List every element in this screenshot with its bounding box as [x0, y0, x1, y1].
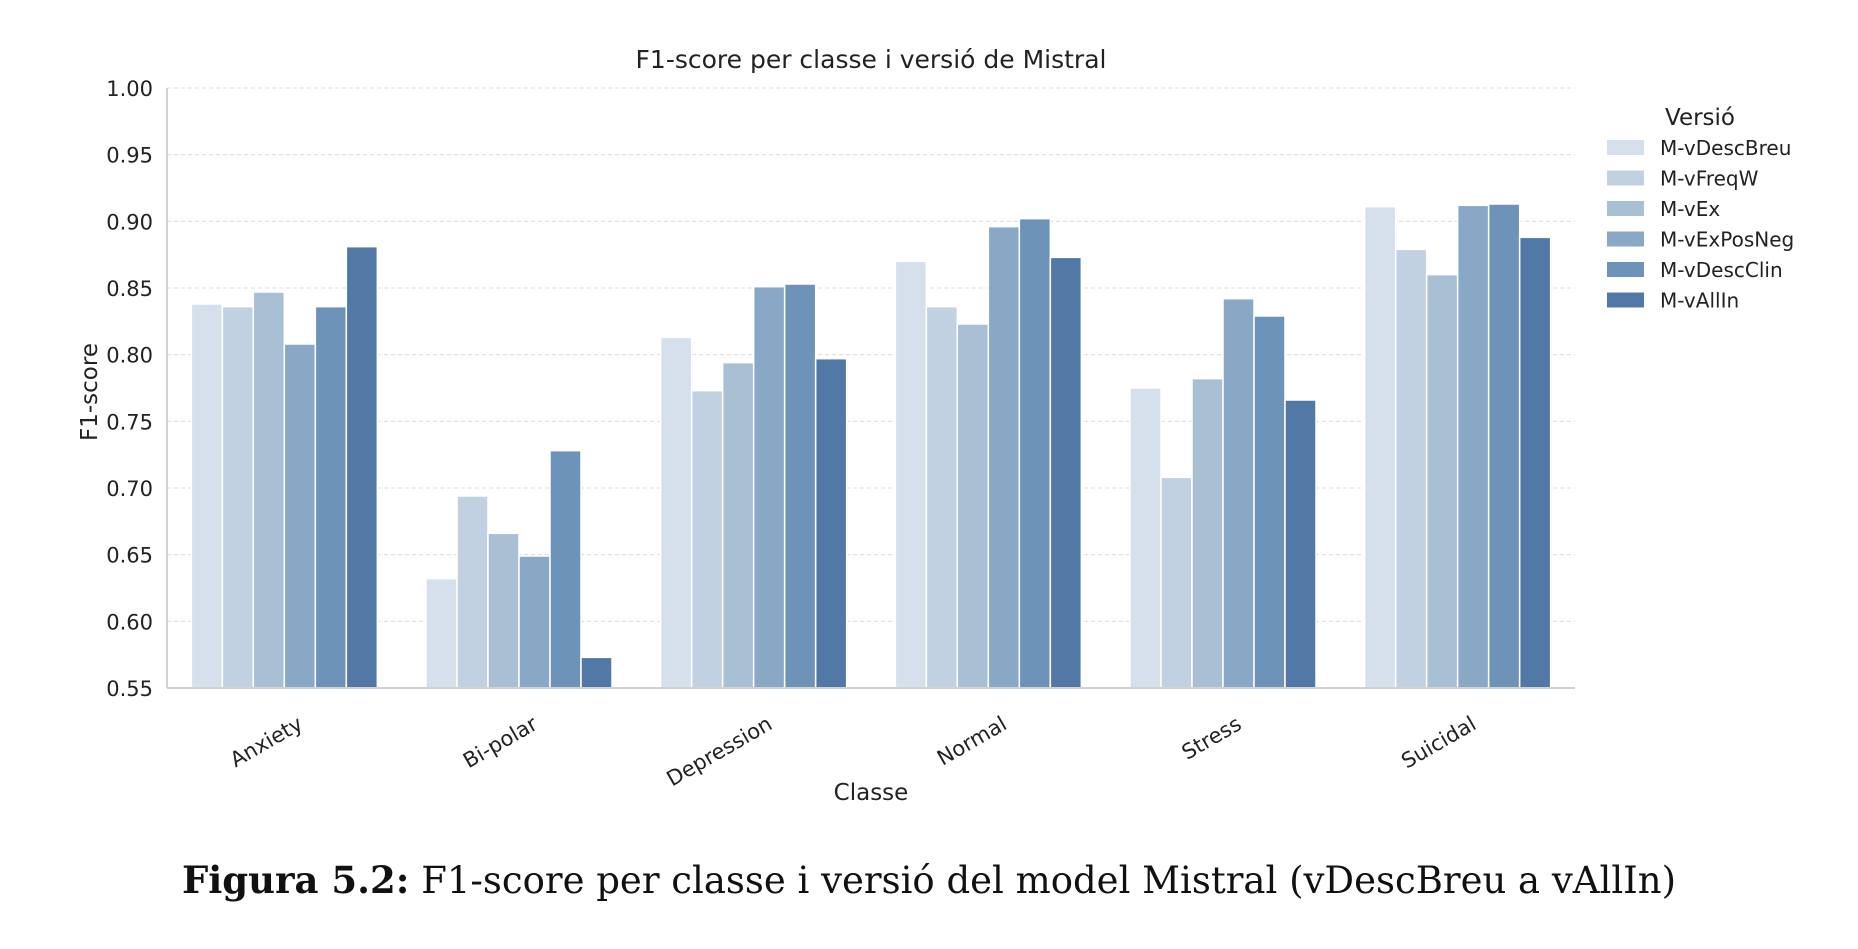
x-tick-label: Suicidal: [1397, 712, 1480, 774]
legend-label: M-vEx: [1660, 197, 1720, 221]
y-tick-label: 0.55: [106, 677, 153, 701]
y-tick-label: 0.75: [106, 410, 153, 434]
legend-label: M-vExPosNeg: [1660, 228, 1794, 252]
bar: [783, 283, 817, 689]
bar: [987, 225, 1021, 689]
legend: Versió M-vDescBreu M-vFreqW M-vEx M-vExPosN…: [1607, 105, 1794, 313]
bar: [456, 495, 489, 689]
x-tick-label: Stress: [1178, 712, 1246, 765]
bar: [1253, 315, 1286, 689]
bar: [1363, 205, 1397, 689]
x-axis-label: Classe: [834, 780, 909, 806]
bar: [580, 656, 613, 689]
caption-text: F1-score per classe i versió del model M…: [421, 859, 1677, 902]
grid: [167, 87, 1575, 622]
bar: [487, 532, 520, 689]
bar: [1394, 248, 1428, 689]
bar: [549, 449, 582, 689]
bar: [1018, 217, 1052, 689]
legend-swatch: [1607, 262, 1644, 277]
bar: [721, 361, 755, 689]
bar: [345, 245, 379, 689]
y-tick-label: 0.65: [106, 544, 153, 568]
y-axis-label: F1-score: [77, 343, 103, 441]
legend-label: M-vAllIn: [1660, 289, 1739, 313]
legend-swatch: [1607, 231, 1644, 247]
y-tick-label: 0.60: [106, 610, 153, 634]
legend-swatch: [1607, 292, 1644, 308]
legend-swatch: [1607, 170, 1644, 186]
y-tick-label: 0.70: [106, 477, 153, 501]
bar: [659, 336, 693, 689]
x-tick-label: Normal: [933, 712, 1011, 771]
y-ticks: 0.55 0.60 0.65 0.70 0.75 0.80 0.85 0.90 0.95 1.00: [106, 77, 153, 701]
x-tick-label: Bi-polar: [459, 711, 542, 773]
bar: [1487, 203, 1521, 689]
bar: [690, 389, 724, 689]
bar: [752, 285, 786, 689]
y-tick-label: 0.90: [106, 210, 153, 234]
legend-title: Versió: [1665, 105, 1735, 131]
bar: [814, 357, 848, 689]
bar: [1191, 377, 1224, 689]
y-tick-label: 0.85: [106, 277, 153, 301]
bar: [1284, 399, 1317, 689]
axes: [166, 88, 1575, 689]
bar: [425, 577, 458, 689]
bar: [1160, 476, 1193, 689]
bar: [314, 305, 348, 689]
bar: [925, 305, 959, 689]
legend-label: M-vDescBreu: [1660, 136, 1791, 160]
bar: [1049, 256, 1083, 689]
chart-title: F1-score per classe i versió de Mistral: [636, 45, 1107, 74]
bar: [518, 555, 551, 689]
bar: [1129, 387, 1162, 689]
chart: F1-score per classe i versió de Mistral …: [77, 45, 1794, 806]
y-tick-label: 0.95: [106, 144, 153, 168]
legend-label: M-vFreqW: [1660, 167, 1759, 191]
legend-swatch: [1607, 140, 1644, 155]
bar: [221, 305, 255, 689]
legend-label: M-vDescClin: [1660, 258, 1783, 282]
bars: [190, 203, 1552, 689]
caption-label: Figura 5.2:: [181, 858, 410, 902]
legend-swatch: [1607, 201, 1644, 216]
bar: [1222, 297, 1255, 689]
figure-caption: Figura 5.2: F1-score per classe i versió…: [0, 858, 1858, 902]
bar: [956, 323, 990, 689]
y-tick-label: 1.00: [106, 77, 153, 101]
x-tick-label: Anxiety: [226, 712, 307, 773]
bar: [1425, 273, 1459, 689]
bar: [283, 343, 317, 689]
bar: [190, 303, 224, 689]
bar: [252, 291, 286, 689]
bar: [894, 260, 928, 689]
x-tick-label: Depression: [663, 712, 777, 791]
bar: [1518, 236, 1552, 689]
y-tick-label: 0.80: [106, 344, 153, 368]
bar: [1456, 204, 1490, 689]
